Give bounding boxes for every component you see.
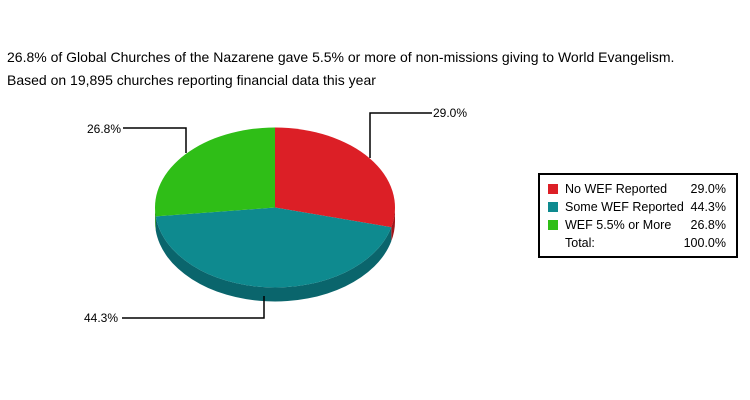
- pie-slice-side-1: [155, 216, 392, 302]
- leader-line-some-wef: [122, 296, 265, 319]
- legend-item-value: 44.3%: [690, 200, 726, 214]
- legend: No WEF Reported 29.0% Some WEF Reported …: [538, 173, 738, 258]
- legend-swatch-teal: [548, 202, 558, 212]
- legend-total-value: 100.0%: [683, 236, 726, 250]
- pie-slice-2: [154, 127, 275, 217]
- leader-line-wef-55-or-more: [123, 127, 187, 153]
- legend-item-label: WEF 5.5% or More: [565, 218, 672, 232]
- chart-header: 26.8% of Global Churches of the Nazarene…: [7, 46, 674, 92]
- pie-slice-1: [155, 207, 392, 288]
- legend-item-value: 26.8%: [690, 218, 726, 232]
- legend-total-label: Total:: [565, 236, 595, 250]
- pie-slice-side-2: [155, 207, 156, 231]
- legend-swatch-red: [548, 184, 558, 194]
- pie-slice-side-0: [391, 207, 395, 242]
- chart-subtitle: Based on 19,895 churches reporting finan…: [7, 72, 376, 88]
- legend-item-label: No WEF Reported: [565, 182, 668, 196]
- pie-slice-0: [275, 127, 395, 228]
- legend-swatch-green: [548, 220, 558, 230]
- legend-item-label: Some WEF Reported: [565, 200, 684, 214]
- callout-label-some-wef: 44.3%: [84, 311, 119, 325]
- legend-row-total: Total: 100.0%: [548, 234, 726, 252]
- chart-title: 26.8% of Global Churches of the Nazarene…: [7, 49, 675, 65]
- callout-label-wef-55-or-more: 26.8%: [86, 122, 121, 136]
- legend-row-some-wef: Some WEF Reported 44.3%: [548, 198, 726, 216]
- legend-item-value: 29.0%: [690, 182, 726, 196]
- legend-row-no-wef: No WEF Reported 29.0%: [548, 180, 726, 198]
- callout-label-no-wef: 29.0%: [433, 106, 468, 120]
- leader-line-no-wef: [369, 112, 432, 158]
- legend-swatch-blank: [548, 238, 558, 248]
- legend-row-wef-55-or-more: WEF 5.5% or More 26.8%: [548, 216, 726, 234]
